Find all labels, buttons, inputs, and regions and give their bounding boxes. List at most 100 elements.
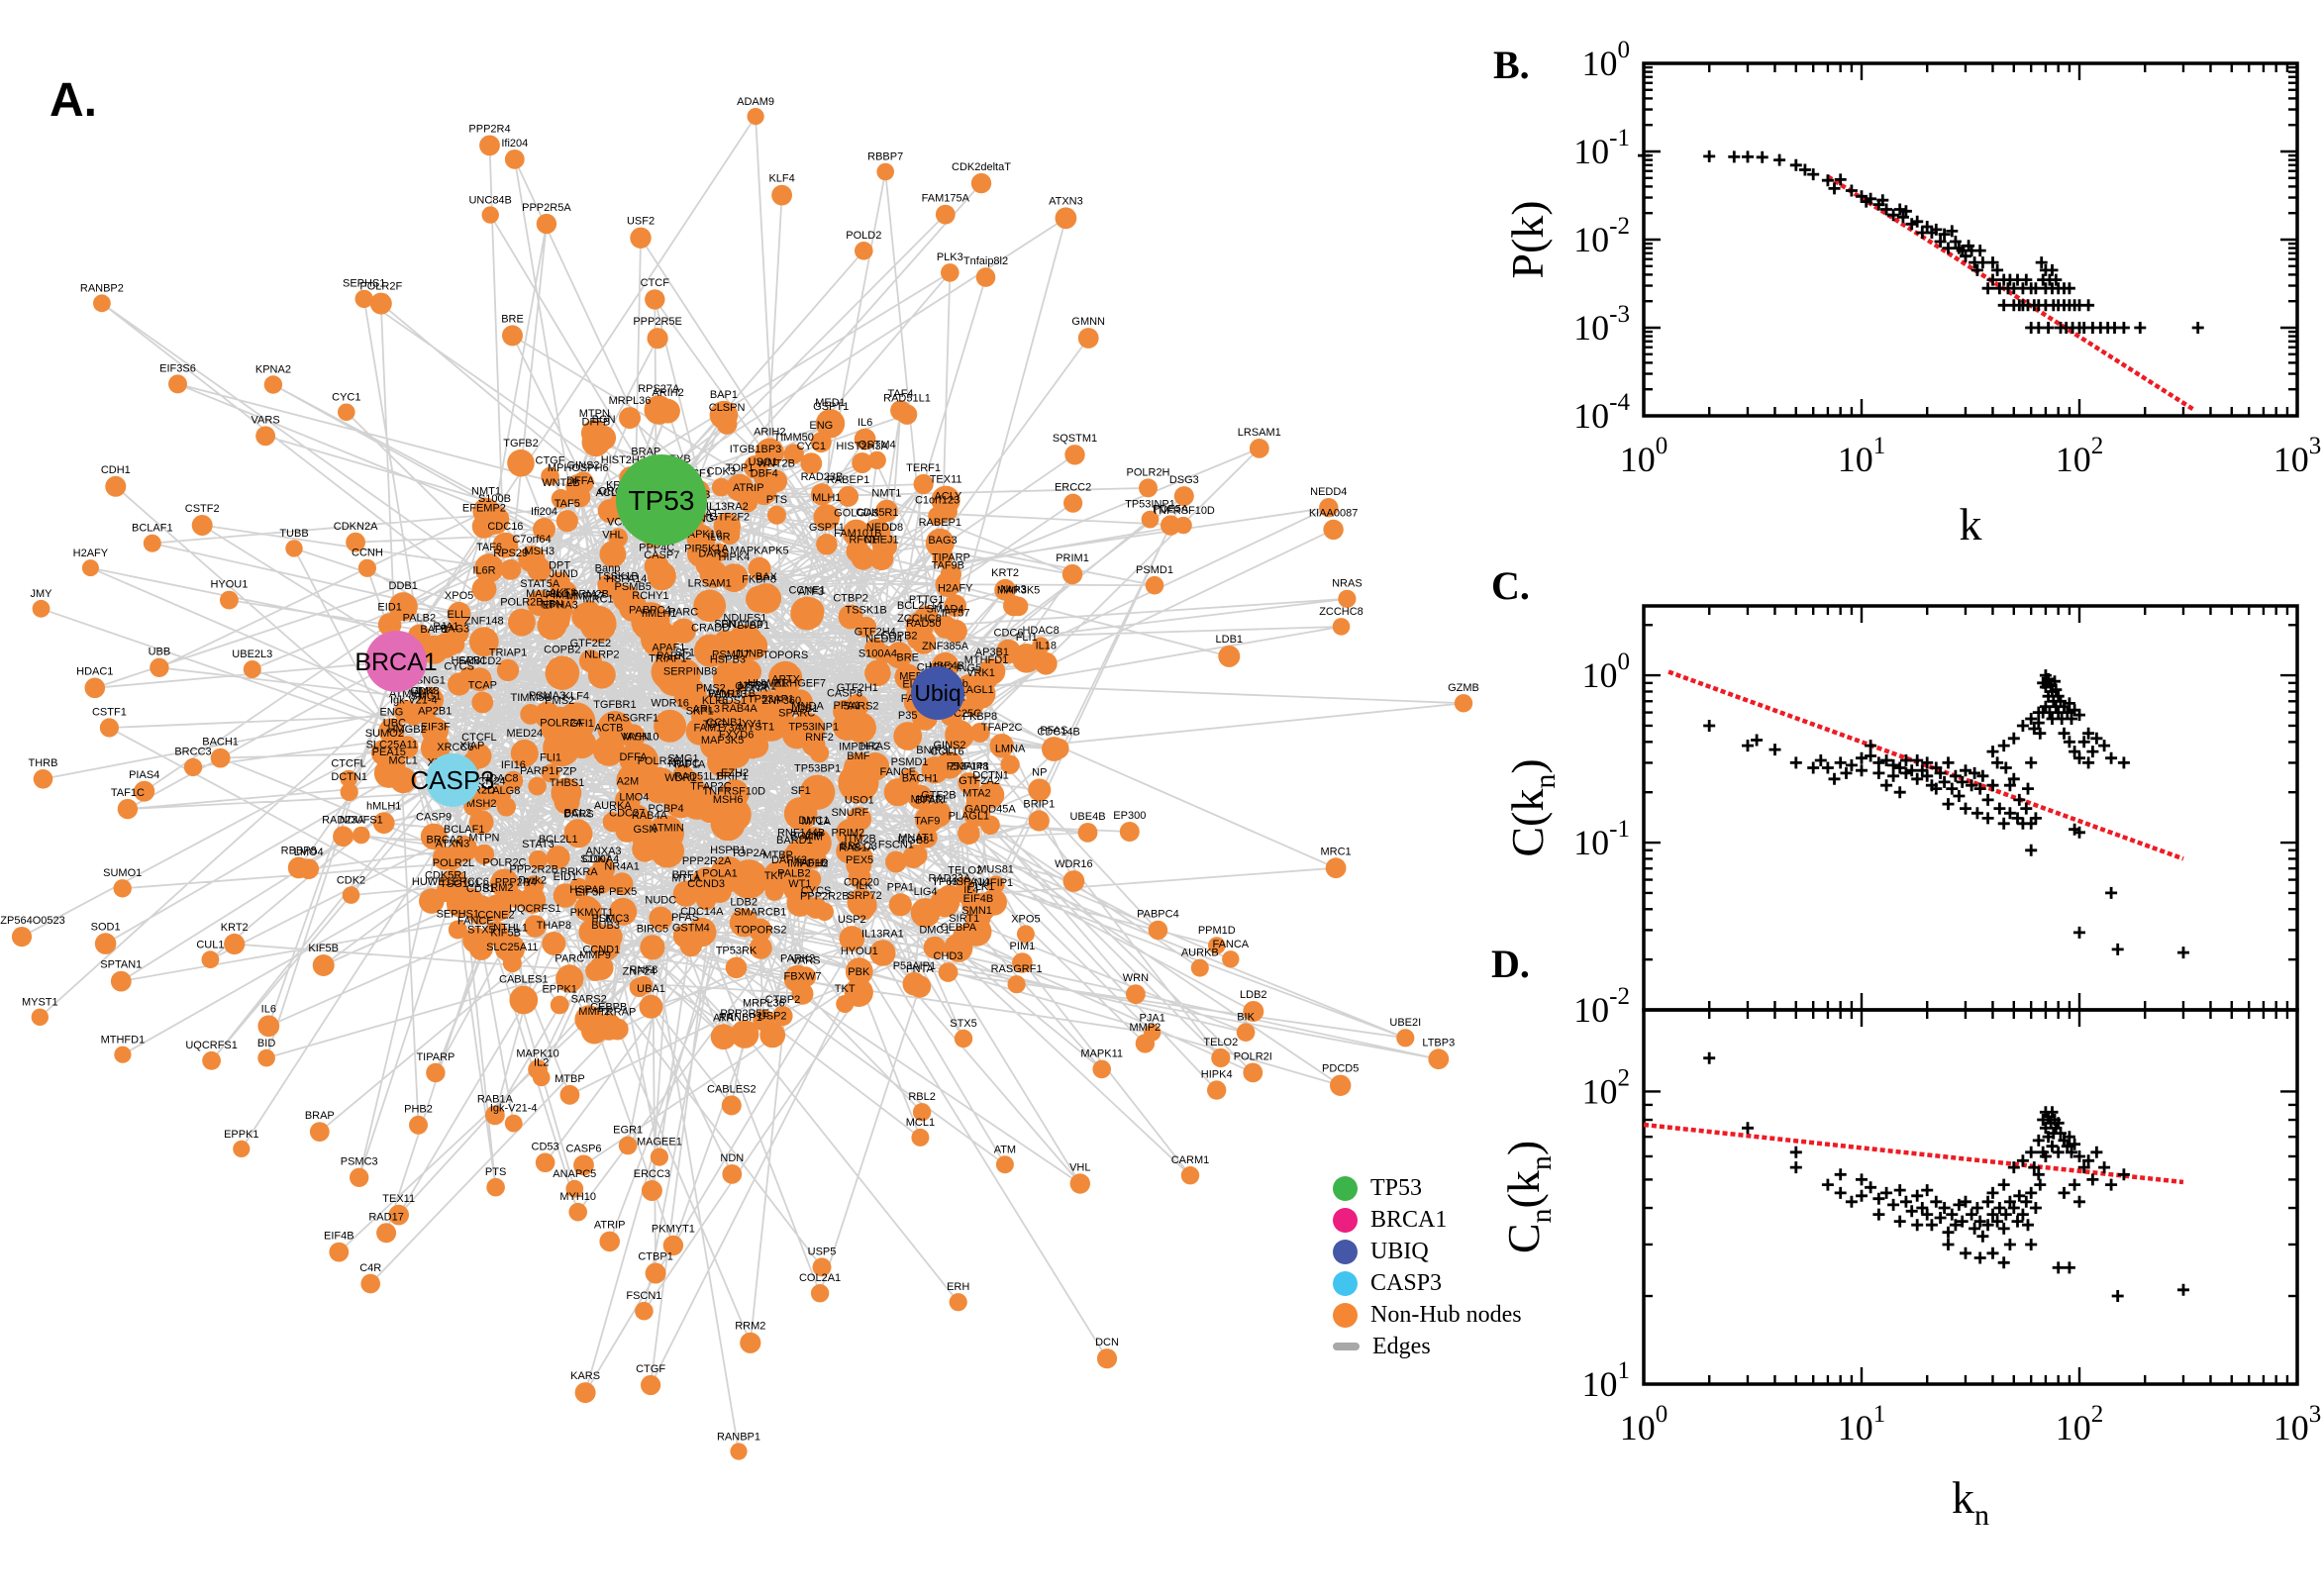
- network-node[interactable]: [863, 519, 891, 547]
- network-node[interactable]: [713, 630, 737, 654]
- network-node[interactable]: [1139, 478, 1158, 498]
- network-node[interactable]: [902, 971, 927, 996]
- network-node[interactable]: [488, 784, 511, 807]
- network-node[interactable]: [722, 1164, 743, 1184]
- network-node[interactable]: [84, 677, 106, 699]
- network-node[interactable]: [1454, 694, 1473, 713]
- network-node[interactable]: [608, 528, 628, 548]
- network-node[interactable]: [553, 599, 573, 620]
- network-node[interactable]: [479, 505, 510, 535]
- network-node[interactable]: [610, 872, 634, 896]
- network-node[interactable]: [388, 592, 418, 622]
- network-node[interactable]: [578, 649, 602, 673]
- network-node[interactable]: [1218, 645, 1241, 667]
- network-node[interactable]: [1211, 1047, 1231, 1068]
- network-node[interactable]: [693, 589, 727, 623]
- network-node[interactable]: [797, 597, 825, 625]
- network-node[interactable]: [852, 452, 873, 473]
- network-node[interactable]: [799, 774, 836, 810]
- network-node[interactable]: [309, 1122, 330, 1142]
- network-node[interactable]: [568, 1202, 587, 1222]
- network-node[interactable]: [718, 523, 741, 546]
- network-node[interactable]: [783, 964, 812, 993]
- network-node[interactable]: [747, 108, 764, 126]
- network-node[interactable]: [134, 780, 155, 802]
- network-node[interactable]: [468, 936, 493, 960]
- network-node[interactable]: [1012, 952, 1033, 973]
- network-node[interactable]: [641, 1374, 661, 1396]
- network-node[interactable]: [589, 955, 614, 980]
- network-node[interactable]: [388, 1204, 410, 1226]
- network-node[interactable]: [913, 473, 934, 495]
- network-node[interactable]: [911, 1128, 930, 1147]
- network-node[interactable]: [220, 590, 239, 610]
- network-node[interactable]: [923, 936, 947, 959]
- network-node[interactable]: [936, 751, 963, 779]
- network-node[interactable]: [994, 578, 1016, 601]
- network-node[interactable]: [876, 162, 894, 181]
- network-node[interactable]: [748, 556, 771, 580]
- network-node[interactable]: [949, 1293, 967, 1312]
- network-node[interactable]: [508, 608, 536, 637]
- network-node[interactable]: [333, 826, 354, 848]
- network-node[interactable]: [905, 611, 934, 641]
- network-node[interactable]: [110, 970, 132, 992]
- network-node[interactable]: [1243, 1062, 1263, 1083]
- hub-node-casp3[interactable]: [426, 753, 479, 807]
- network-node[interactable]: [609, 897, 638, 926]
- network-node[interactable]: [354, 289, 373, 309]
- network-node[interactable]: [847, 845, 873, 871]
- network-node[interactable]: [404, 706, 424, 726]
- network-node[interactable]: [838, 604, 863, 630]
- network-node[interactable]: [1148, 920, 1168, 941]
- network-node[interactable]: [619, 743, 652, 775]
- network-node[interactable]: [755, 438, 784, 467]
- network-node[interactable]: [545, 655, 580, 690]
- network-node[interactable]: [538, 600, 556, 619]
- network-node[interactable]: [312, 954, 335, 976]
- network-node[interactable]: [941, 263, 960, 282]
- network-node[interactable]: [579, 605, 617, 643]
- network-node[interactable]: [810, 483, 834, 506]
- network-node[interactable]: [641, 766, 678, 804]
- network-node[interactable]: [751, 583, 782, 614]
- network-node[interactable]: [810, 1284, 830, 1303]
- network-node[interactable]: [678, 782, 717, 820]
- network-node[interactable]: [1028, 778, 1052, 802]
- network-node[interactable]: [263, 375, 283, 394]
- network-node[interactable]: [1000, 754, 1020, 774]
- network-node[interactable]: [528, 849, 549, 870]
- network-node[interactable]: [150, 657, 169, 677]
- network-node[interactable]: [31, 1008, 49, 1026]
- network-node[interactable]: [105, 475, 127, 497]
- network-node[interactable]: [836, 995, 855, 1013]
- network-node[interactable]: [740, 1332, 761, 1353]
- network-node[interactable]: [496, 658, 520, 682]
- network-node[interactable]: [502, 325, 523, 347]
- network-node[interactable]: [864, 659, 891, 687]
- network-node[interactable]: [257, 1015, 280, 1038]
- network-node[interactable]: [717, 700, 747, 730]
- network-node[interactable]: [1332, 618, 1351, 636]
- network-node[interactable]: [409, 1115, 428, 1135]
- network-node[interactable]: [730, 1443, 748, 1460]
- network-node[interactable]: [905, 844, 928, 866]
- network-node[interactable]: [420, 733, 451, 763]
- network-node[interactable]: [771, 184, 792, 206]
- network-node[interactable]: [467, 667, 492, 692]
- network-node[interactable]: [447, 601, 471, 626]
- network-node[interactable]: [620, 724, 646, 749]
- network-node[interactable]: [500, 558, 522, 580]
- network-node[interactable]: [816, 534, 838, 555]
- network-node[interactable]: [1064, 445, 1085, 465]
- network-node[interactable]: [255, 426, 275, 447]
- network-node[interactable]: [867, 450, 886, 470]
- network-node[interactable]: [201, 950, 220, 969]
- network-node[interactable]: [1243, 1001, 1264, 1022]
- network-node[interactable]: [739, 493, 758, 513]
- network-node[interactable]: [580, 1017, 608, 1045]
- network-node[interactable]: [360, 1273, 381, 1294]
- network-node[interactable]: [532, 1068, 551, 1087]
- network-node[interactable]: [1096, 1348, 1118, 1369]
- network-node[interactable]: [486, 1177, 505, 1197]
